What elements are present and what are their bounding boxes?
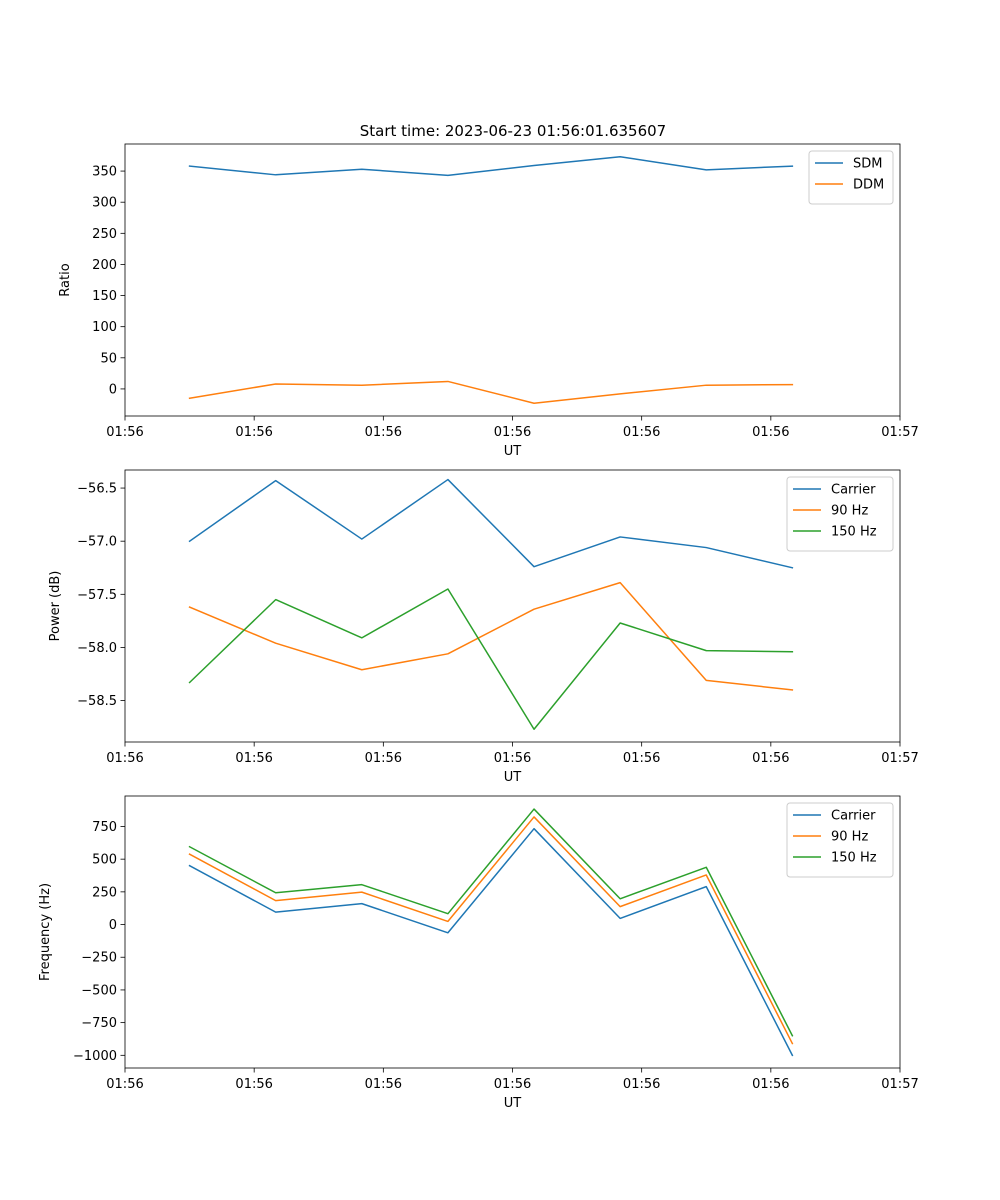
x-tick-label: 01:56: [106, 751, 143, 766]
x-tick-label: 01:56: [623, 751, 660, 766]
y-axis-label: Power (dB): [48, 571, 63, 642]
x-tick-label: 01:56: [494, 751, 531, 766]
y-tick-label: 50: [100, 351, 117, 366]
chart-panel-1: 01:56 01:56 01:56 01:56 01:56 01:56 01:57 0 50 10…: [58, 143, 919, 459]
x-tick-label: 01:56: [623, 425, 660, 440]
x-tick-label: 01:56: [106, 1077, 143, 1092]
y-tick-label: 350: [92, 165, 117, 180]
y-tick-label: 0: [109, 918, 117, 933]
series-line-3-3: [188, 808, 794, 1037]
y-tick-label: 500: [92, 853, 117, 868]
y-tick-label: 150: [92, 289, 117, 304]
y-tick-label: 200: [92, 258, 117, 273]
series-line-2-2: [188, 581, 794, 691]
x-tick-label: 01:57: [881, 751, 918, 766]
x-tick-label: 01:56: [235, 1077, 272, 1092]
legend-label: 90 Hz: [831, 830, 868, 845]
y-tick-label: −750: [81, 1016, 117, 1031]
series-line-2-1: [188, 478, 794, 569]
legend-label: DDM: [853, 178, 884, 193]
chart-panel-2: 01:56 01:56 01:56 01:56 01:56 01:56 01:57 −58.5…: [48, 469, 919, 785]
x-tick-label: 01:56: [106, 425, 143, 440]
y-axis-label: Frequency (Hz): [38, 883, 53, 981]
y-tick-label: −250: [81, 951, 117, 966]
x-axis-label: UT: [504, 770, 522, 785]
y-tick-label: −58.5: [77, 694, 117, 709]
x-tick-label: 01:56: [235, 751, 272, 766]
legend-label: 150 Hz: [831, 851, 877, 866]
y-tick-label: −500: [81, 983, 117, 998]
axes-frame: [124, 143, 901, 417]
y-tick-label: −57.0: [77, 535, 117, 550]
plots-layer: 01:56 01:56 01:56 01:56 01:56 01:56 01:57 0 50 10…: [38, 143, 919, 1111]
legend-label: 150 Hz: [831, 525, 877, 540]
y-tick-label: 300: [92, 196, 117, 211]
x-tick-label: 01:56: [235, 425, 272, 440]
series-line-1-1: [188, 156, 794, 177]
chart-panel-3: 01:56 01:56 01:56 01:56 01:56 01:56 01:57 −1000…: [38, 795, 919, 1111]
y-tick-label: −57.5: [77, 588, 117, 603]
legend-label: Carrier: [831, 483, 876, 498]
x-tick-label: 01:56: [365, 1077, 402, 1092]
y-tick-label: −1000: [73, 1049, 117, 1064]
legend-box: [808, 150, 894, 205]
y-tick-label: 250: [92, 227, 117, 242]
x-tick-label: 01:57: [881, 1077, 918, 1092]
series-line-3-2: [188, 816, 794, 1045]
y-tick-label: 0: [109, 382, 117, 397]
legend-box: [786, 476, 894, 552]
x-tick-label: 01:56: [752, 751, 789, 766]
x-tick-label: 01:56: [752, 1077, 789, 1092]
x-tick-label: 01:57: [881, 425, 918, 440]
legend-label: 90 Hz: [831, 504, 868, 519]
legend-box: [786, 802, 894, 878]
x-tick-label: 01:56: [494, 1077, 531, 1092]
series-line-2-3: [188, 588, 794, 730]
y-axis-label: Ratio: [58, 263, 73, 296]
figure-title: Start time: 2023-06-23 01:56:01.635607: [360, 122, 666, 140]
legend-label: SDM: [853, 157, 882, 172]
x-tick-label: 01:56: [623, 1077, 660, 1092]
y-tick-label: 100: [92, 320, 117, 335]
x-tick-label: 01:56: [752, 425, 789, 440]
y-tick-label: 750: [92, 820, 117, 835]
legend-label: Carrier: [831, 809, 876, 824]
axes-frame: [124, 469, 901, 743]
x-tick-label: 01:56: [365, 425, 402, 440]
x-axis-label: UT: [504, 1096, 522, 1111]
x-tick-label: 01:56: [494, 425, 531, 440]
x-axis-label: UT: [504, 444, 522, 459]
y-tick-label: −56.5: [77, 482, 117, 497]
x-tick-label: 01:56: [365, 751, 402, 766]
series-line-3-1: [188, 827, 794, 1057]
y-tick-label: −58.0: [77, 641, 117, 656]
series-line-1-2: [188, 380, 794, 404]
y-tick-label: 250: [92, 885, 117, 900]
